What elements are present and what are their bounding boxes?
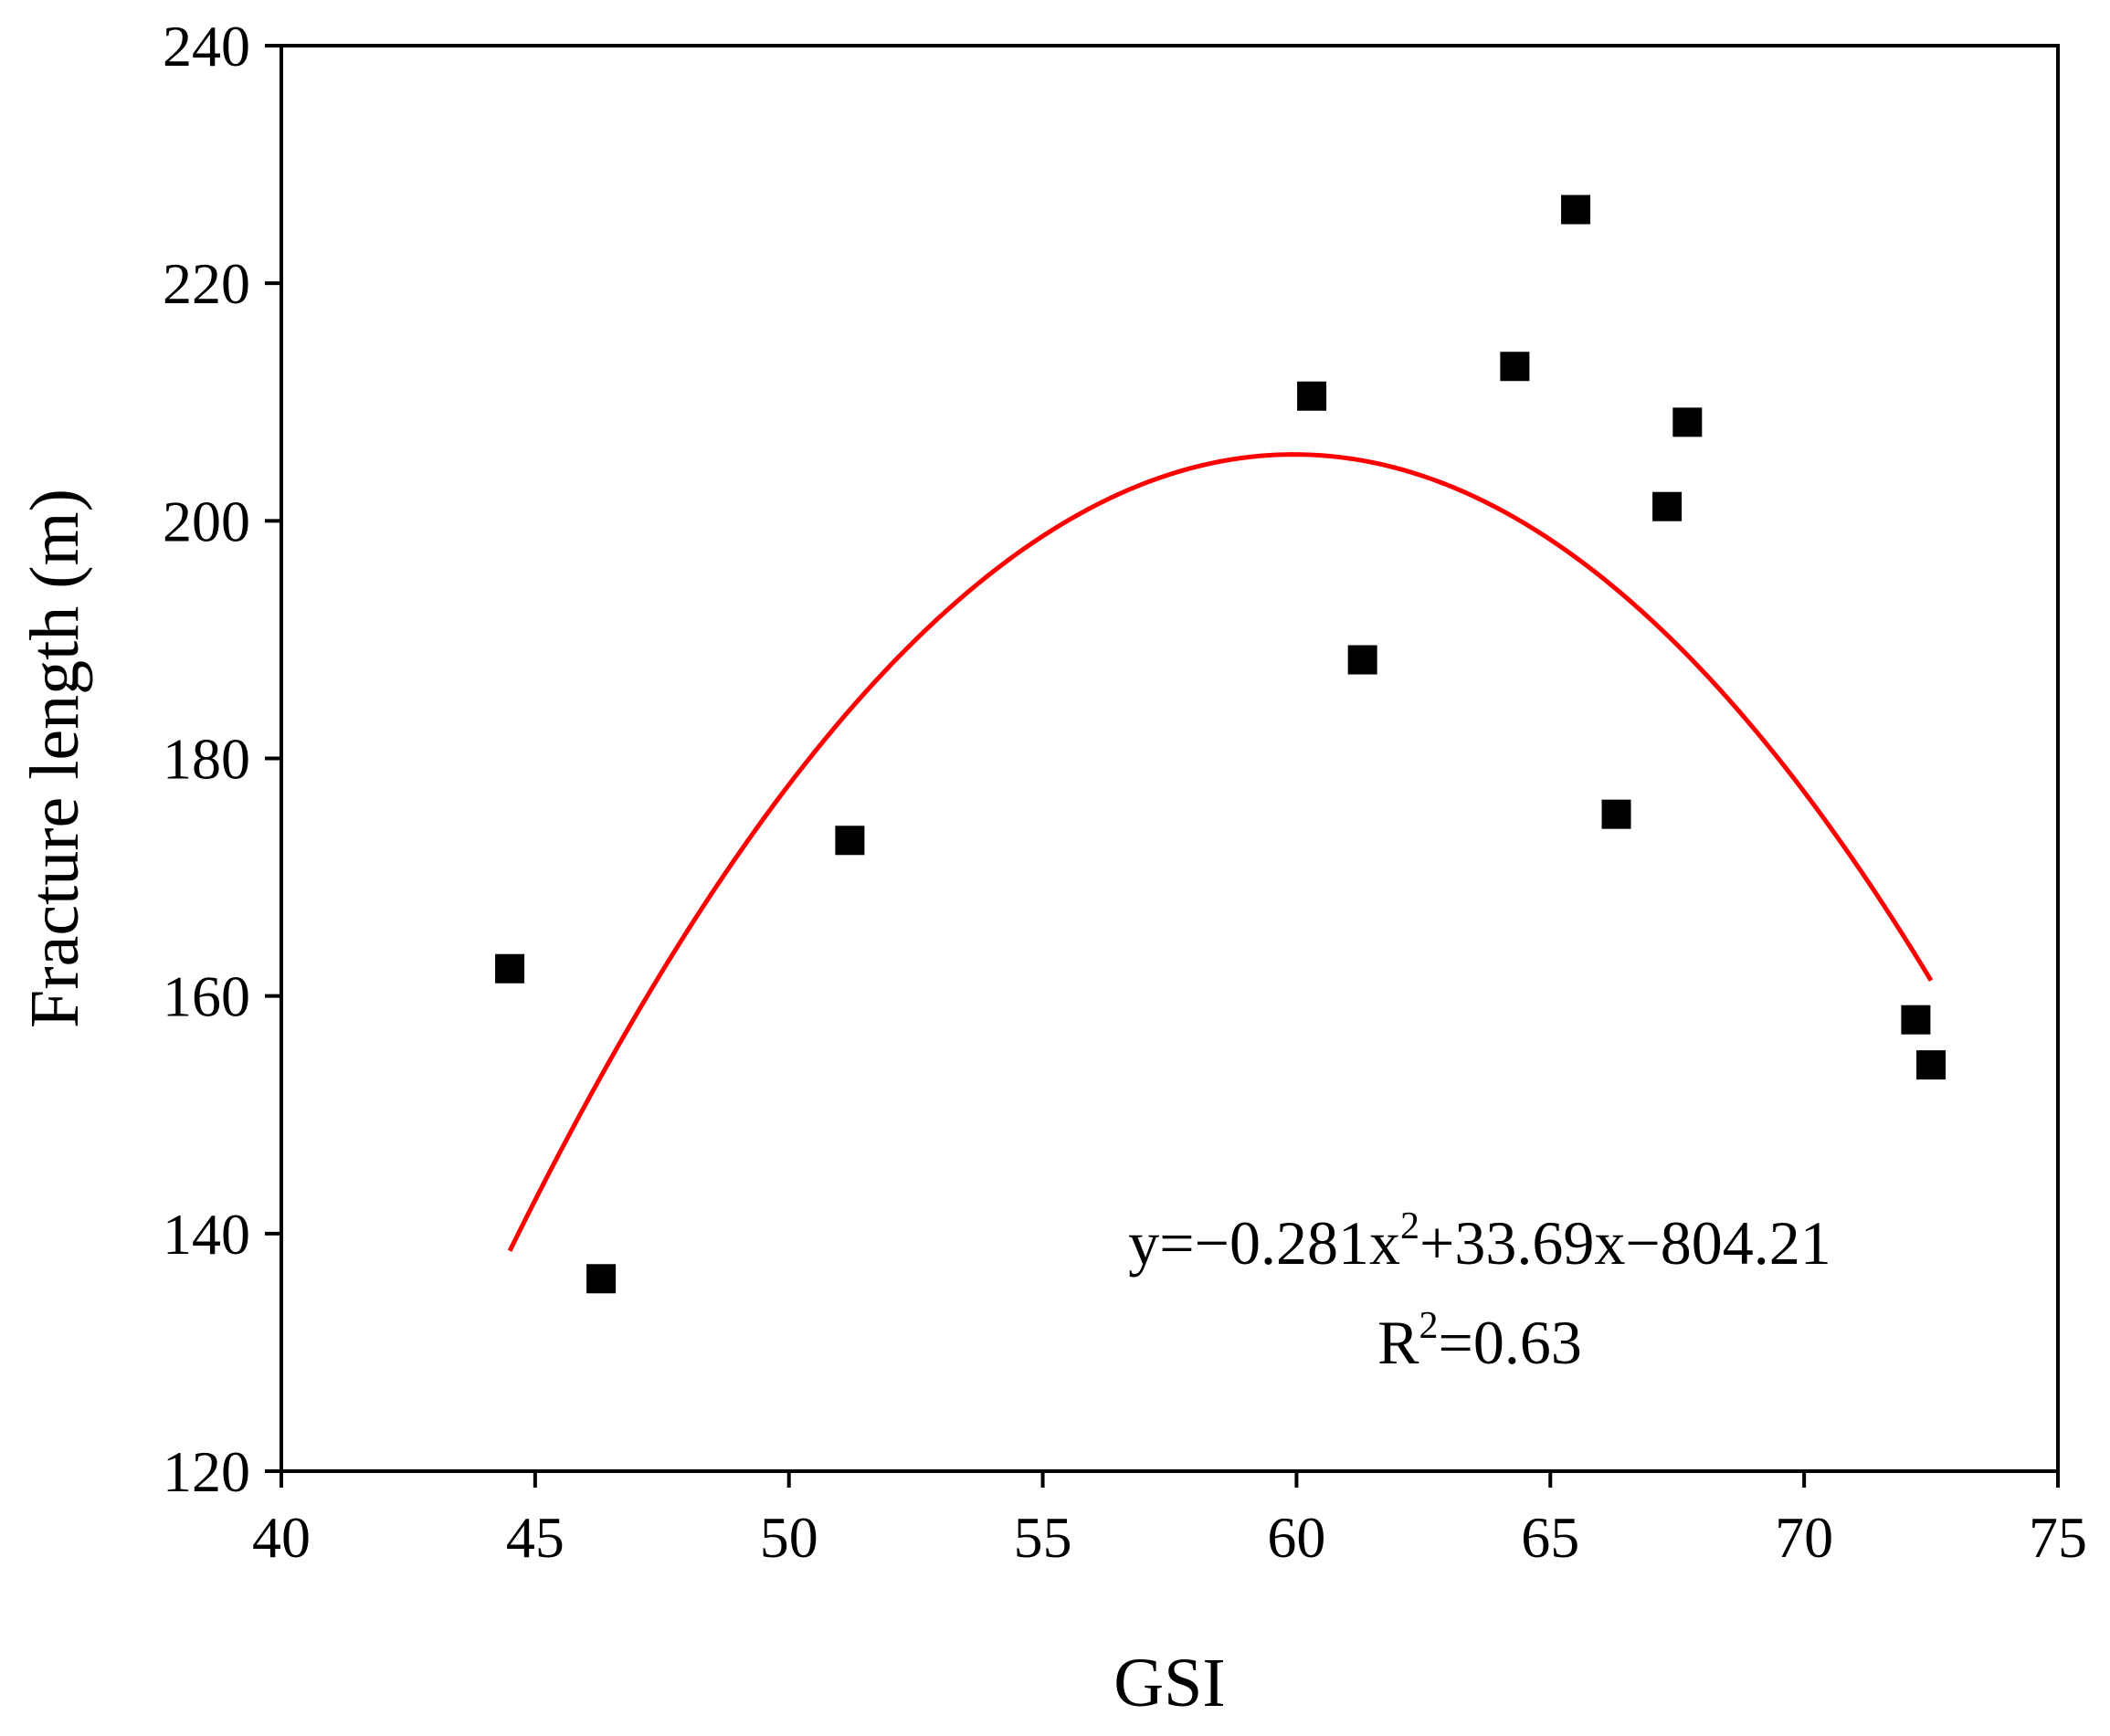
x-tick-label: 65 xyxy=(1521,1505,1579,1570)
fit-equation: y=−0.281x2+33.69x−804.21 xyxy=(1128,1205,1830,1278)
y-tick-label: 120 xyxy=(163,1439,250,1504)
data-point xyxy=(1901,1005,1931,1035)
data-point xyxy=(1672,407,1703,437)
data-point xyxy=(1347,645,1377,675)
x-tick-label: 45 xyxy=(506,1505,564,1570)
data-point xyxy=(1652,491,1683,521)
r-squared-prefix: R xyxy=(1377,1308,1419,1377)
data-point xyxy=(835,826,865,856)
x-tick-label: 55 xyxy=(1014,1505,1072,1570)
data-point xyxy=(495,953,525,984)
x-tick-label: 40 xyxy=(252,1505,311,1570)
data-point xyxy=(1601,799,1631,829)
y-tick-label: 160 xyxy=(163,964,250,1029)
x-tick-label: 50 xyxy=(760,1505,818,1570)
x-axis-title: GSI xyxy=(1113,1645,1225,1721)
y-tick-label: 240 xyxy=(163,14,250,79)
y-tick-label: 140 xyxy=(163,1202,250,1267)
y-tick-label: 200 xyxy=(163,489,250,553)
fit-equation-suffix: +33.69x−804.21 xyxy=(1419,1208,1831,1278)
fit-curve xyxy=(507,452,1934,1252)
axes: 40 45 50 55 60 65 70 75 120 140 160 180 200 220 240 xyxy=(163,14,2087,1570)
r-squared-suffix: =0.63 xyxy=(1439,1308,1582,1377)
r-squared-label: R2=0.63 xyxy=(1377,1305,1582,1377)
x-tick-label: 75 xyxy=(2029,1505,2087,1570)
y-tick-label: 220 xyxy=(163,251,250,316)
plot-area xyxy=(495,195,1946,1294)
data-point xyxy=(1916,1050,1946,1080)
x-tick-label: 70 xyxy=(1775,1505,1833,1570)
data-point xyxy=(1561,195,1591,225)
r-squared-superscript: 2 xyxy=(1419,1305,1439,1347)
data-point xyxy=(1297,381,1327,411)
fit-equation-prefix: y=−0.281x xyxy=(1128,1208,1400,1278)
data-point xyxy=(586,1264,617,1294)
fit-equation-superscript: 2 xyxy=(1400,1205,1419,1247)
y-tick-label: 180 xyxy=(163,727,250,792)
x-tick-label: 60 xyxy=(1267,1505,1325,1570)
y-axis-title: Fracture length (m) xyxy=(16,489,93,1028)
data-point xyxy=(1500,352,1530,382)
